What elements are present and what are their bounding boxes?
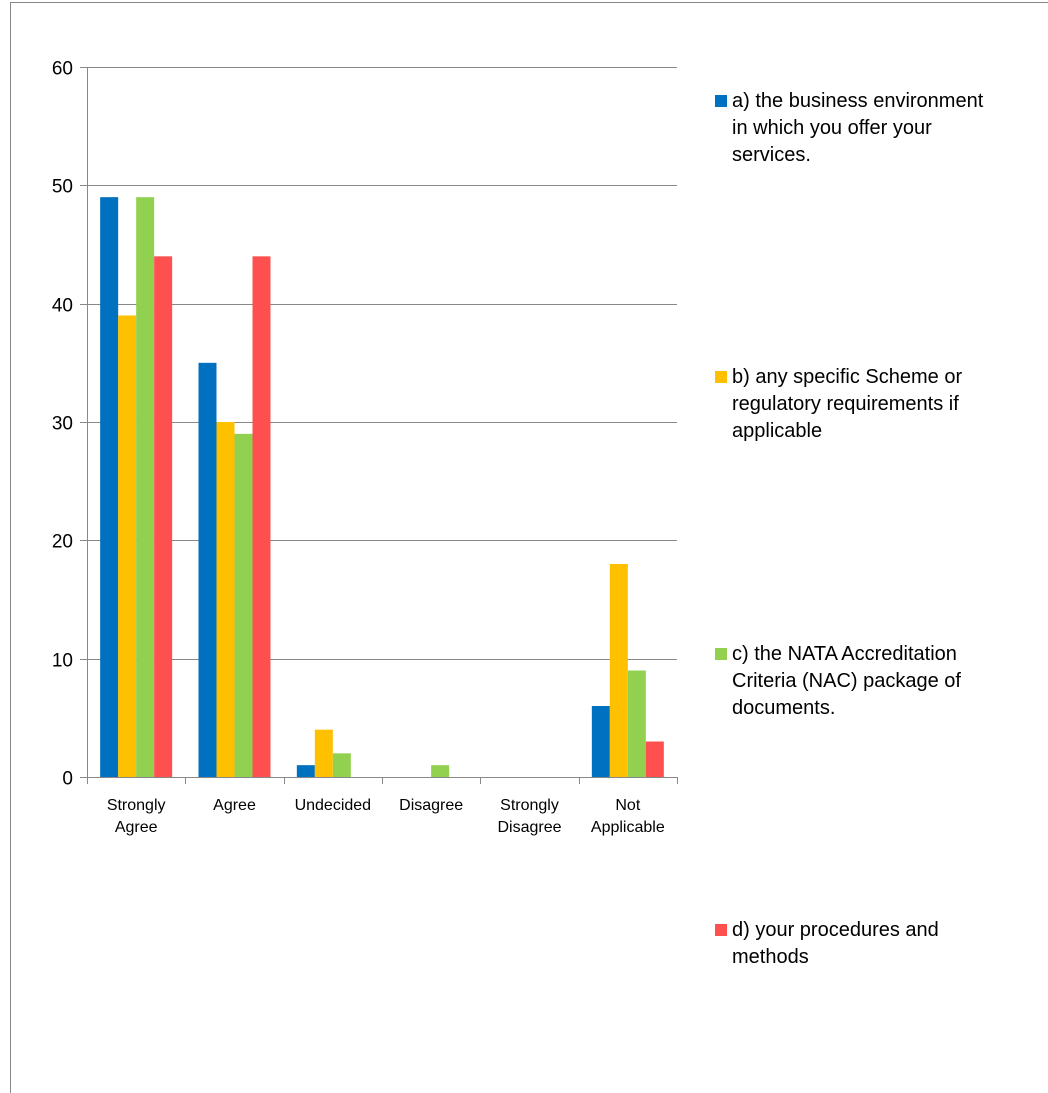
x-tick-label: Disagree [399,797,463,814]
bar [136,197,155,777]
y-tick-label: 10 [52,651,73,672]
legend-item: c) the NATA Accreditation Criteria (NAC) … [715,643,961,719]
bar [216,422,235,777]
x-tick-label: Strongly Agree [107,797,166,836]
bar [100,197,119,777]
legend-label: a) the business environment in which you … [732,90,984,166]
legend-label: d) your procedures and methods [732,919,939,968]
bar [627,670,646,777]
y-tick-label: 50 [52,177,73,198]
x-tick-label: Strongly Disagree [497,797,561,836]
legend-swatch [715,924,727,936]
bar [332,753,351,777]
x-tick-label: Not Applicable [591,797,665,836]
x-tick-label: Agree [213,797,256,814]
bars [100,197,664,777]
legend-item: a) the business environment in which you … [715,90,984,166]
chart-border [10,2,1048,1093]
legend-swatch [715,648,727,660]
bar [431,765,450,777]
gridlines [87,67,677,660]
bar [609,564,628,777]
x-tick-label: Undecided [295,797,372,814]
legend: a) the business environment in which you … [715,90,984,968]
bar [252,256,271,777]
bar [234,433,253,777]
y-tick-label: 20 [52,532,73,553]
bar [296,765,315,777]
axes: 0 10 20 30 40 50 60 Strongly Agree Agree Undecided… [52,59,678,836]
legend-label: c) the NATA Accreditation Criteria (NAC) … [732,643,961,719]
legend-item: b) any specific Scheme or regulatory requ… [715,366,962,442]
y-tick-label: 30 [52,414,73,435]
bar [118,315,137,777]
bar [198,362,217,777]
y-tick-label: 40 [52,296,73,317]
legend-swatch [715,95,727,107]
y-tick-label: 60 [52,59,73,80]
legend-swatch [715,371,727,383]
legend-label: b) any specific Scheme or regulatory requ… [732,366,962,442]
y-tick-label: 0 [62,769,73,790]
bar [645,741,664,777]
bar [591,706,610,777]
legend-item: d) your procedures and methods [715,919,939,968]
bar [314,729,333,777]
bar [154,256,173,777]
